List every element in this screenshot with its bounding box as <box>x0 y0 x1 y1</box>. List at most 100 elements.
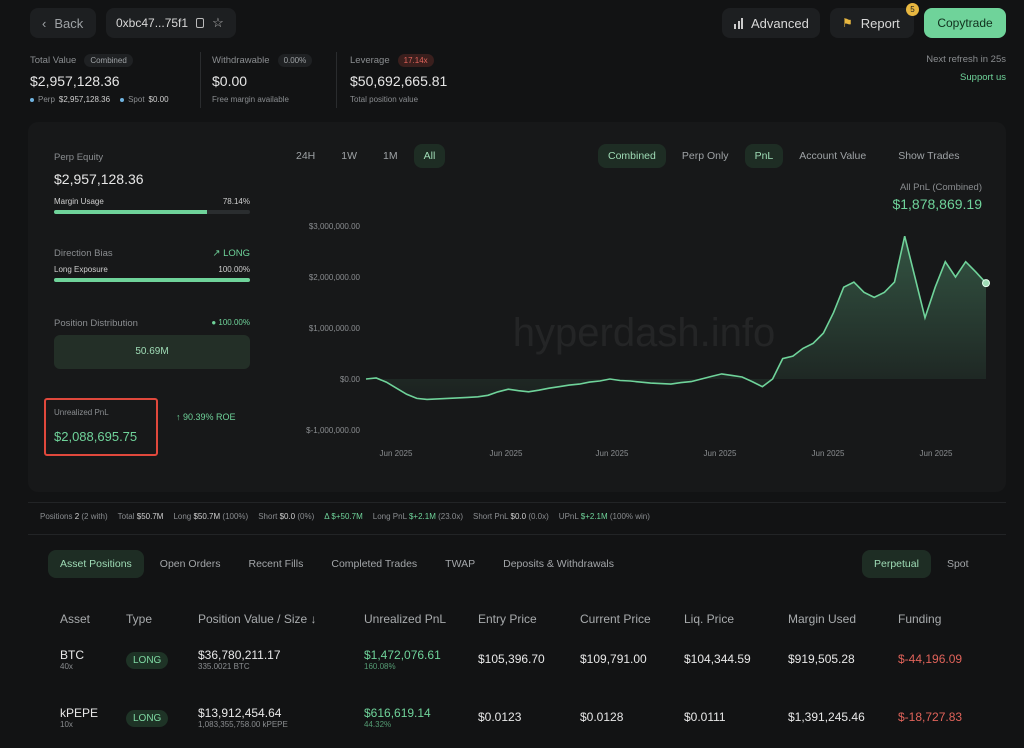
combined-toggle[interactable]: Combined <box>598 144 666 168</box>
position-distribution-label: Position Distribution <box>54 318 138 329</box>
support-link[interactable]: Support us <box>960 72 1006 83</box>
perp-only-toggle[interactable]: Perp Only <box>681 150 729 162</box>
table-row[interactable]: kPEPE 10x LONG $13,912,454.64 1,083,355,75… <box>60 688 990 746</box>
range-1m[interactable]: 1M <box>383 150 398 162</box>
position-distribution-bar[interactable]: 50.69M <box>54 335 250 369</box>
pnl-chart: hyperdash.info $3,000,000.00 $2,000,000.0… <box>306 222 990 458</box>
report-button[interactable]: ⚑ Report <box>830 8 914 38</box>
x-tick-label: Jun 2025 <box>812 449 845 458</box>
col-margin-used[interactable]: Margin Used <box>788 612 857 626</box>
perp-dot-icon <box>30 97 34 102</box>
type-badge: LONG <box>126 652 169 669</box>
total-value-label: Total Value <box>30 55 77 66</box>
total-value-strip: $50.7M <box>136 512 164 521</box>
entry-price: $0.0123 <box>478 710 522 724</box>
withdrawable-value: $0.00 <box>212 73 248 89</box>
long-stat: Long $50.7M (100%) <box>173 512 248 521</box>
positions-label: Positions <box>40 512 73 521</box>
col-current-price[interactable]: Current Price <box>580 612 651 626</box>
total-label: Total <box>117 512 135 521</box>
stats-strip: Positions 2 (2 with) Total $50.7M Long $… <box>40 512 650 521</box>
short-pnl-value: $0.0 <box>510 512 527 521</box>
x-tick-label: Jun 2025 <box>490 449 523 458</box>
pnl-endpoint[interactable] <box>982 279 990 288</box>
long-pnl-pct: (23.0x) <box>438 512 464 521</box>
total-value-tag: Combined <box>84 54 133 67</box>
total-value-block: Total Value Combined $2,957,128.36 Perp … <box>30 54 200 104</box>
range-all[interactable]: All <box>413 144 446 168</box>
leverage-tag: 17.14x <box>397 54 434 67</box>
pnl-line <box>365 236 987 401</box>
withdrawable-label: Withdrawable <box>212 55 270 66</box>
y-tick-label: $1,000,000.00 <box>309 324 361 333</box>
tab-twap[interactable]: TWAP <box>445 558 476 570</box>
advanced-button[interactable]: Advanced <box>722 8 820 38</box>
position-size: 1,083,355,758.00 kPEPE <box>198 719 288 729</box>
long-exposure-label: Long Exposure <box>54 265 108 274</box>
tab-completed-trades[interactable]: Completed Trades <box>331 558 418 570</box>
tab-recent-fills[interactable]: Recent Fills <box>248 558 304 570</box>
long-value: $50.7M <box>193 512 221 521</box>
margin-usage-label: Margin Usage <box>54 197 104 206</box>
tab-spot[interactable]: Spot <box>946 558 969 570</box>
unrealized-value: $2,088,695.75 <box>54 429 138 444</box>
leverage-label: Leverage <box>350 55 390 66</box>
type-badge: LONG <box>126 710 169 727</box>
col-liq-price[interactable]: Liq. Price <box>684 612 735 626</box>
funding: $-18,727.83 <box>898 710 963 724</box>
chart-watermark: hyperdash.info <box>513 311 775 355</box>
roe: ↑ 90.39% ROE <box>176 412 236 422</box>
withdrawable-block: Withdrawable 0.00% $0.00 Free margin ava… <box>212 54 332 104</box>
short-stat: Short $0.0 (0%) <box>258 512 314 521</box>
copy-icon[interactable] <box>196 18 205 28</box>
unrealized-pnl-pct: 44.32% <box>364 719 392 729</box>
range-24h[interactable]: 24H <box>296 150 316 162</box>
star-icon[interactable]: ☆ <box>212 15 224 30</box>
tab-deposits-withdrawals[interactable]: Deposits & Withdrawals <box>503 558 614 570</box>
total-stat: Total $50.7M <box>118 512 164 521</box>
col-asset[interactable]: Asset <box>60 612 91 626</box>
funding: $-44,196.09 <box>898 652 963 666</box>
divider <box>28 534 1006 535</box>
leverage-sub: Total position value <box>350 95 419 104</box>
perp-equity-value: $2,957,128.36 <box>54 171 144 187</box>
long-pnl-label: Long PnL <box>372 512 407 521</box>
copytrade-button[interactable]: Copytrade <box>924 8 1006 38</box>
back-button[interactable]: ‹ Back <box>30 8 96 38</box>
divider <box>28 502 1006 503</box>
account-value-toggle[interactable]: Account Value <box>799 150 867 162</box>
chart-summary-value: $1,878,869.19 <box>892 196 982 212</box>
range-1w[interactable]: 1W <box>341 150 358 162</box>
table-row[interactable]: BTC 40x LONG $36,780,211.17 335.0021 BTC $… <box>60 630 990 688</box>
short-pnl-label: Short PnL <box>473 512 509 521</box>
positions-value: 2 <box>74 512 80 521</box>
col-position-value[interactable]: Position Value / Size ↓ <box>198 612 317 626</box>
short-label: Short <box>258 512 278 521</box>
short-value: $0.0 <box>279 512 296 521</box>
flag-icon: ⚑ <box>842 16 853 30</box>
tab-asset-positions[interactable]: Asset Positions <box>48 550 144 578</box>
col-funding[interactable]: Funding <box>898 612 942 626</box>
upnl-pct: (100% win) <box>609 512 650 521</box>
direction-bias: ↗ LONG <box>212 248 250 259</box>
entry-price: $105,396.70 <box>478 652 545 666</box>
col-type[interactable]: Type <box>126 612 153 626</box>
upnl-value: $+2.1M <box>580 512 608 521</box>
col-entry-price[interactable]: Entry Price <box>478 612 537 626</box>
col-unrealized-pnl[interactable]: Unrealized PnL <box>364 612 447 626</box>
pnl-toggle[interactable]: PnL <box>744 144 784 168</box>
tab-perpetual[interactable]: Perpetual <box>862 550 931 578</box>
divider <box>336 52 337 108</box>
tab-open-orders[interactable]: Open Orders <box>159 558 221 570</box>
address-chip[interactable]: 0xbc47...75f1 ☆ <box>106 8 236 38</box>
chart-summary-label: All PnL (Combined) <box>899 182 982 193</box>
refresh-text: Next refresh in 25s <box>926 54 1006 65</box>
unrealized-label: Unrealized PnL <box>54 408 109 417</box>
upnl-label: UPnL <box>558 512 579 521</box>
dot-icon: ● <box>211 318 217 327</box>
perp-value: $2,957,128.36 <box>58 95 111 104</box>
show-trades-toggle[interactable]: Show Trades <box>898 150 960 162</box>
total-value: $2,957,128.36 <box>30 73 120 89</box>
withdrawable-sub: Free margin available <box>212 95 289 104</box>
liq-price: $104,344.59 <box>684 652 751 666</box>
